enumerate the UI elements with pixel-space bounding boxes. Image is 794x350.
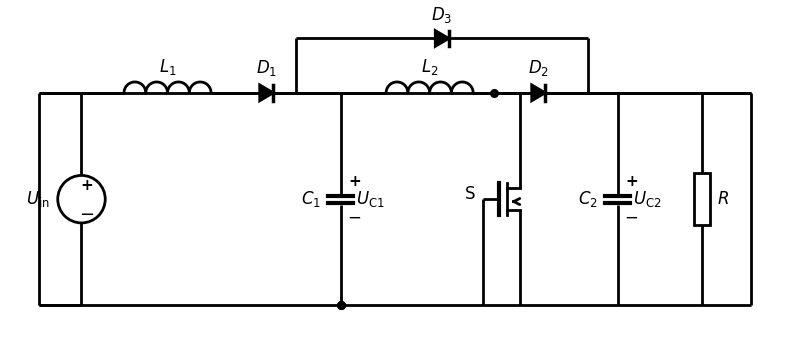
Polygon shape — [532, 85, 545, 101]
Text: S: S — [464, 185, 475, 203]
Text: $D_1$: $D_1$ — [256, 58, 277, 78]
Text: +: + — [625, 174, 638, 189]
Text: $L_2$: $L_2$ — [421, 57, 438, 77]
Polygon shape — [435, 30, 449, 46]
Text: $L_1$: $L_1$ — [159, 57, 176, 77]
Text: $D_2$: $D_2$ — [528, 58, 549, 78]
Text: $U_{\rm in}$: $U_{\rm in}$ — [26, 189, 50, 209]
Text: $C_1$: $C_1$ — [301, 189, 321, 209]
Text: $R$: $R$ — [718, 190, 730, 208]
Bar — [694, 174, 710, 225]
Text: +: + — [348, 174, 360, 189]
Text: $C_2$: $C_2$ — [578, 189, 598, 209]
Polygon shape — [260, 85, 273, 101]
Text: $-$: $-$ — [348, 208, 361, 226]
Text: $U_{\rm C2}$: $U_{\rm C2}$ — [634, 189, 662, 209]
Text: $U_{\rm C1}$: $U_{\rm C1}$ — [357, 189, 385, 209]
Text: $-$: $-$ — [79, 204, 94, 222]
Text: $D_3$: $D_3$ — [431, 5, 453, 25]
Text: $-$: $-$ — [624, 208, 638, 226]
Text: +: + — [80, 178, 93, 193]
